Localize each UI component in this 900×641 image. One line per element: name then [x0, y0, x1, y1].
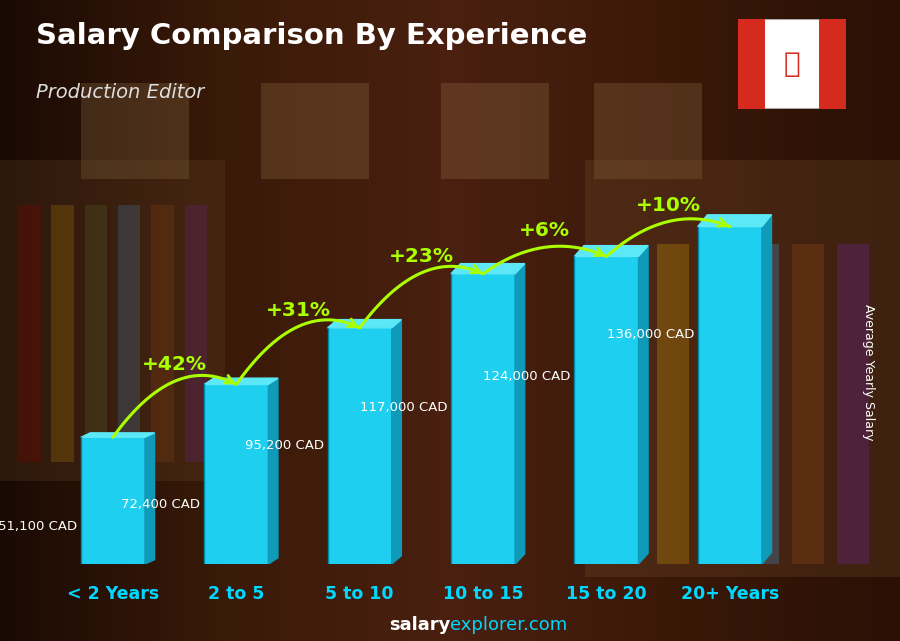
Text: 2 to 5: 2 to 5: [208, 585, 265, 603]
Bar: [51, 205, 74, 462]
Polygon shape: [81, 433, 155, 437]
Polygon shape: [515, 263, 525, 564]
Text: Salary Comparison By Experience: Salary Comparison By Experience: [36, 22, 587, 50]
Bar: [151, 205, 174, 462]
Text: 10 to 15: 10 to 15: [443, 585, 523, 603]
Text: 136,000 CAD: 136,000 CAD: [607, 328, 694, 341]
Text: 🍁: 🍁: [784, 50, 800, 78]
Text: explorer.com: explorer.com: [450, 616, 567, 634]
Bar: [698, 227, 762, 564]
Text: 117,000 CAD: 117,000 CAD: [360, 401, 447, 414]
Bar: [792, 244, 824, 564]
Text: < 2 Years: < 2 Years: [67, 585, 159, 603]
Text: salary: salary: [389, 616, 450, 634]
Bar: [81, 83, 189, 179]
Bar: [819, 19, 846, 109]
Bar: [738, 19, 765, 109]
Text: +6%: +6%: [519, 221, 571, 240]
Text: 51,100 CAD: 51,100 CAD: [0, 520, 77, 533]
Bar: [18, 205, 40, 462]
Text: 20+ Years: 20+ Years: [680, 585, 779, 603]
Polygon shape: [145, 433, 155, 564]
Bar: [594, 83, 702, 179]
Polygon shape: [574, 246, 648, 256]
Polygon shape: [451, 263, 525, 274]
Text: 5 to 10: 5 to 10: [326, 585, 394, 603]
Bar: [184, 205, 207, 462]
Bar: [585, 160, 900, 577]
Bar: [451, 274, 515, 564]
Bar: [747, 244, 778, 564]
Text: 95,200 CAD: 95,200 CAD: [245, 440, 324, 453]
Bar: [204, 385, 268, 564]
Bar: [85, 205, 107, 462]
Text: 15 to 20: 15 to 20: [566, 585, 647, 603]
Polygon shape: [328, 320, 401, 328]
Bar: [702, 244, 733, 564]
Polygon shape: [392, 320, 401, 564]
Text: +31%: +31%: [266, 301, 330, 320]
Polygon shape: [638, 246, 648, 564]
Bar: [441, 83, 549, 179]
Bar: [837, 244, 868, 564]
Bar: [261, 83, 369, 179]
Polygon shape: [268, 378, 278, 564]
Polygon shape: [204, 378, 278, 385]
Text: +10%: +10%: [635, 196, 700, 215]
Polygon shape: [762, 215, 771, 564]
Bar: [118, 205, 140, 462]
Text: 124,000 CAD: 124,000 CAD: [483, 370, 571, 383]
Bar: [81, 437, 145, 564]
Bar: [612, 244, 643, 564]
Text: Production Editor: Production Editor: [36, 83, 204, 102]
Bar: [574, 256, 638, 564]
Polygon shape: [698, 215, 771, 227]
Bar: [657, 244, 688, 564]
Text: Average Yearly Salary: Average Yearly Salary: [862, 304, 875, 440]
Text: +23%: +23%: [389, 247, 454, 266]
Bar: [0, 160, 225, 481]
Text: +42%: +42%: [142, 355, 207, 374]
Bar: [328, 328, 392, 564]
Text: 72,400 CAD: 72,400 CAD: [122, 498, 201, 512]
